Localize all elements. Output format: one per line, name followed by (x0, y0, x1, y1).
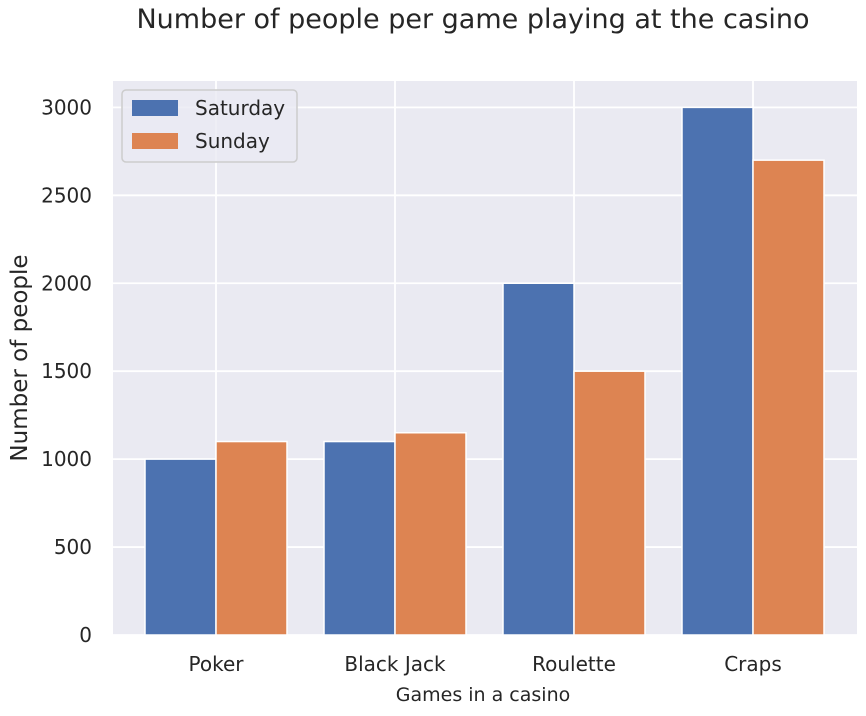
legend-swatch-sunday (132, 133, 178, 149)
x-tick-label: Poker (189, 652, 245, 676)
y-axis-ticks: 0 500 1000 1500 2000 2500 3000 (41, 95, 92, 647)
y-tick-label: 500 (54, 535, 92, 559)
x-tick-label: Roulette (532, 652, 616, 676)
bar-saturday-roulette (502, 282, 575, 636)
legend-label-saturday: Saturday (195, 96, 285, 120)
legend-label-sunday: Sunday (195, 129, 270, 153)
bar-sunday-poker (215, 440, 288, 636)
bar-sunday-craps (752, 159, 825, 636)
x-tick-label: Craps (724, 652, 782, 676)
x-axis-label: Games in a casino (396, 684, 570, 706)
bar-saturday-black-jack (323, 440, 396, 636)
bar-sunday-black-jack (394, 431, 467, 636)
legend-swatch-saturday (132, 100, 178, 116)
bar-sunday-roulette (573, 370, 646, 636)
y-tick-label: 0 (79, 623, 92, 647)
y-tick-label: 2500 (41, 183, 92, 207)
y-tick-label: 1500 (41, 359, 92, 383)
y-tick-label: 3000 (41, 95, 92, 119)
bar-saturday-poker (144, 458, 217, 636)
bars (144, 106, 825, 636)
y-tick-label: 1000 (41, 447, 92, 471)
y-tick-label: 2000 (41, 271, 92, 295)
y-axis-label: Number of people (7, 254, 33, 461)
bar-saturday-craps (681, 106, 754, 636)
x-axis-ticks: Poker Black Jack Roulette Craps (189, 652, 782, 676)
x-tick-label: Black Jack (344, 652, 446, 676)
legend: Saturday Sunday (121, 89, 298, 163)
chart-title: Number of people per game playing at the… (136, 4, 809, 35)
